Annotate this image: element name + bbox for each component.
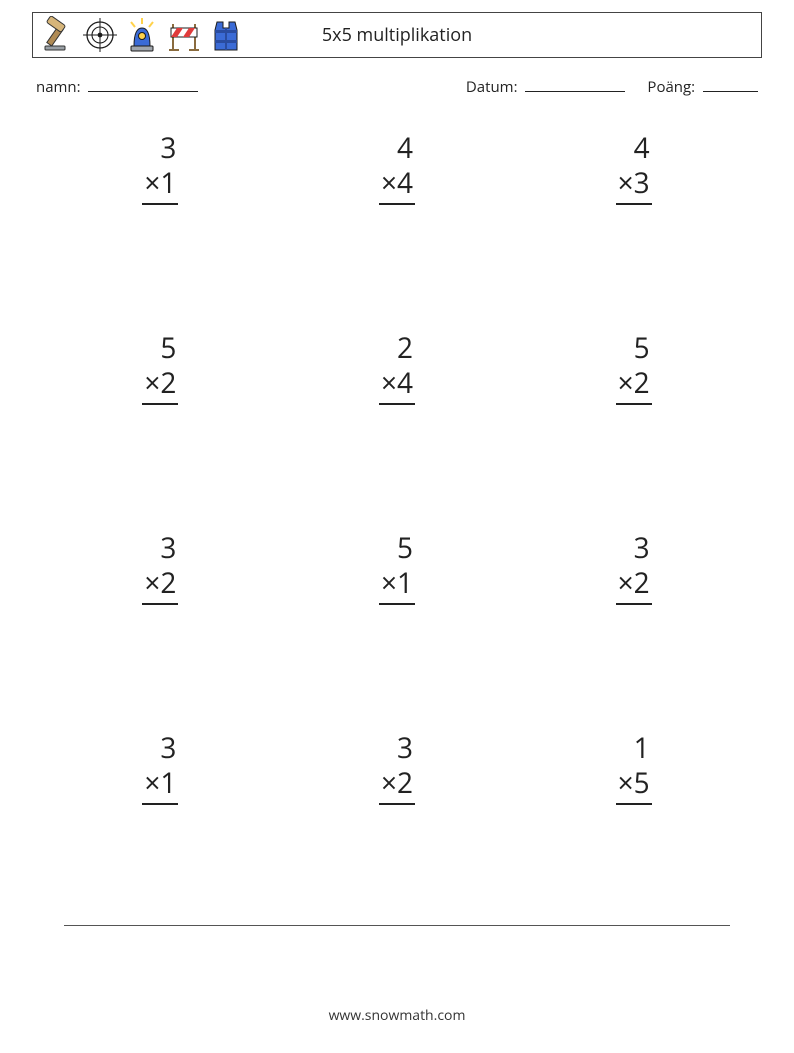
multiplicand: 3 (379, 731, 415, 766)
multiplier-row: ×4 (379, 366, 415, 405)
multiplier-row: ×1 (142, 766, 178, 805)
multiplier-row: ×2 (616, 566, 652, 605)
multiplicand: 3 (616, 531, 652, 566)
problem-stack: 3×2 (616, 531, 652, 605)
multiplicand: 5 (142, 331, 178, 366)
problem-cell: 3×1 (42, 725, 279, 925)
multiplicand: 3 (142, 131, 178, 166)
problem-stack: 3×2 (142, 531, 178, 605)
problem-stack: 5×1 (379, 531, 415, 605)
multiplier-row: ×5 (616, 766, 652, 805)
multiplicand: 4 (616, 131, 652, 166)
problem-cell: 3×2 (515, 525, 752, 725)
worksheet-page: 5x5 multiplikation namn: Datum: Poäng: 3… (0, 0, 794, 1053)
problem-stack: 3×1 (142, 131, 178, 205)
problem-cell: 2×4 (279, 325, 516, 525)
multiplicand: 3 (142, 731, 178, 766)
multiplier-row: ×4 (379, 166, 415, 205)
problem-cell: 5×2 (515, 325, 752, 525)
problem-stack: 3×2 (379, 731, 415, 805)
problems-grid: 3×14×44×35×22×45×23×25×13×23×13×21×5 (32, 105, 762, 925)
multiplier-row: ×3 (616, 166, 652, 205)
score-group: Poäng: (647, 76, 758, 97)
multiplier-row: ×2 (142, 366, 178, 405)
footer-rule (64, 925, 730, 926)
target-icon (81, 16, 119, 54)
score-label: Poäng: (647, 77, 695, 97)
name-label: namn: (36, 77, 81, 97)
problem-cell: 4×4 (279, 125, 516, 325)
problem-cell: 3×2 (279, 725, 516, 925)
name-blank[interactable] (88, 76, 198, 92)
header-icons (33, 16, 245, 54)
multiplier-row: ×2 (616, 366, 652, 405)
multiplier-row: ×1 (379, 566, 415, 605)
date-label: Datum: (466, 77, 518, 97)
multiplier-row: ×1 (142, 166, 178, 205)
siren-icon (123, 16, 161, 54)
multiplier-row: ×2 (142, 566, 178, 605)
multiplicand: 5 (616, 331, 652, 366)
date-blank[interactable] (525, 76, 625, 92)
multiplicand: 1 (616, 731, 652, 766)
multiplicand: 5 (379, 531, 415, 566)
multiplicand: 2 (379, 331, 415, 366)
meta-row: namn: Datum: Poäng: (32, 76, 762, 105)
problem-cell: 3×2 (42, 525, 279, 725)
problem-cell: 5×2 (42, 325, 279, 525)
problem-cell: 1×5 (515, 725, 752, 925)
multiplicand: 3 (142, 531, 178, 566)
vest-icon (207, 16, 245, 54)
name-group: namn: (36, 76, 198, 97)
multiplier-row: ×2 (379, 766, 415, 805)
problem-stack: 1×5 (616, 731, 652, 805)
problem-cell: 5×1 (279, 525, 516, 725)
date-group: Datum: (466, 76, 626, 97)
problem-stack: 2×4 (379, 331, 415, 405)
problem-cell: 4×3 (515, 125, 752, 325)
score-blank[interactable] (703, 76, 758, 92)
problem-stack: 4×3 (616, 131, 652, 205)
multiplicand: 4 (379, 131, 415, 166)
problem-stack: 5×2 (616, 331, 652, 405)
problem-stack: 3×1 (142, 731, 178, 805)
problem-stack: 4×4 (379, 131, 415, 205)
header-box: 5x5 multiplikation (32, 12, 762, 58)
problem-cell: 3×1 (42, 125, 279, 325)
problem-stack: 5×2 (142, 331, 178, 405)
barrier-icon (165, 16, 203, 54)
worksheet-title: 5x5 multiplikation (322, 23, 472, 47)
footer-url: www.snowmath.com (329, 1006, 466, 1025)
gavel-icon (39, 16, 77, 54)
footer: www.snowmath.com (0, 1006, 794, 1025)
meta-spacer (198, 76, 443, 97)
